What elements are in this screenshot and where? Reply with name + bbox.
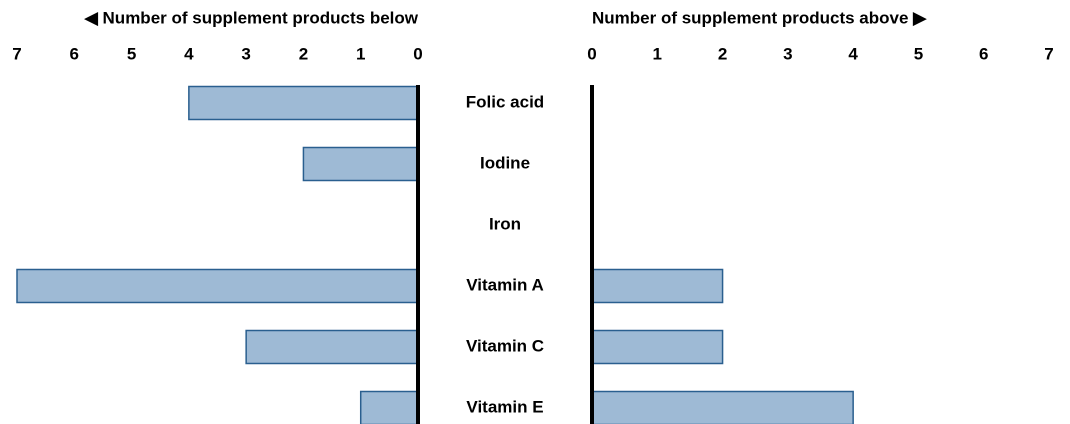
bar — [591, 329, 724, 365]
x-tick-label: 6 — [979, 44, 988, 63]
x-tick-label: 1 — [356, 44, 365, 63]
x-tick-label: 0 — [413, 44, 422, 63]
x-tick-label: 3 — [241, 44, 250, 63]
bar — [591, 390, 854, 424]
category-label: Iron — [489, 214, 521, 233]
bar — [359, 390, 419, 424]
category-label: Vitamin A — [466, 275, 543, 294]
category-label: Iodine — [480, 153, 530, 172]
x-tick-label: 3 — [783, 44, 792, 63]
x-tick-label: 4 — [848, 44, 858, 63]
bar — [16, 268, 419, 304]
x-tick-label: 5 — [914, 44, 923, 63]
bar — [245, 329, 419, 365]
x-tick-label: 2 — [299, 44, 308, 63]
bar — [591, 268, 724, 304]
category-label: Folic acid — [466, 92, 544, 111]
bar — [302, 146, 419, 182]
x-tick-label: 7 — [12, 44, 21, 63]
x-tick-label: 7 — [1044, 44, 1053, 63]
category-label: Vitamin C — [466, 336, 544, 355]
x-tick-label: 5 — [127, 44, 136, 63]
panel-title: Number of supplement products above ▶ — [592, 8, 927, 27]
x-tick-label: 6 — [70, 44, 79, 63]
x-tick-label: 0 — [587, 44, 596, 63]
category-label: Vitamin E — [466, 397, 543, 416]
x-tick-label: 2 — [718, 44, 727, 63]
panel-title: ◀ Number of supplement products below — [84, 8, 419, 27]
x-tick-label: 1 — [653, 44, 662, 63]
x-tick-label: 4 — [184, 44, 194, 63]
bar — [188, 85, 419, 121]
